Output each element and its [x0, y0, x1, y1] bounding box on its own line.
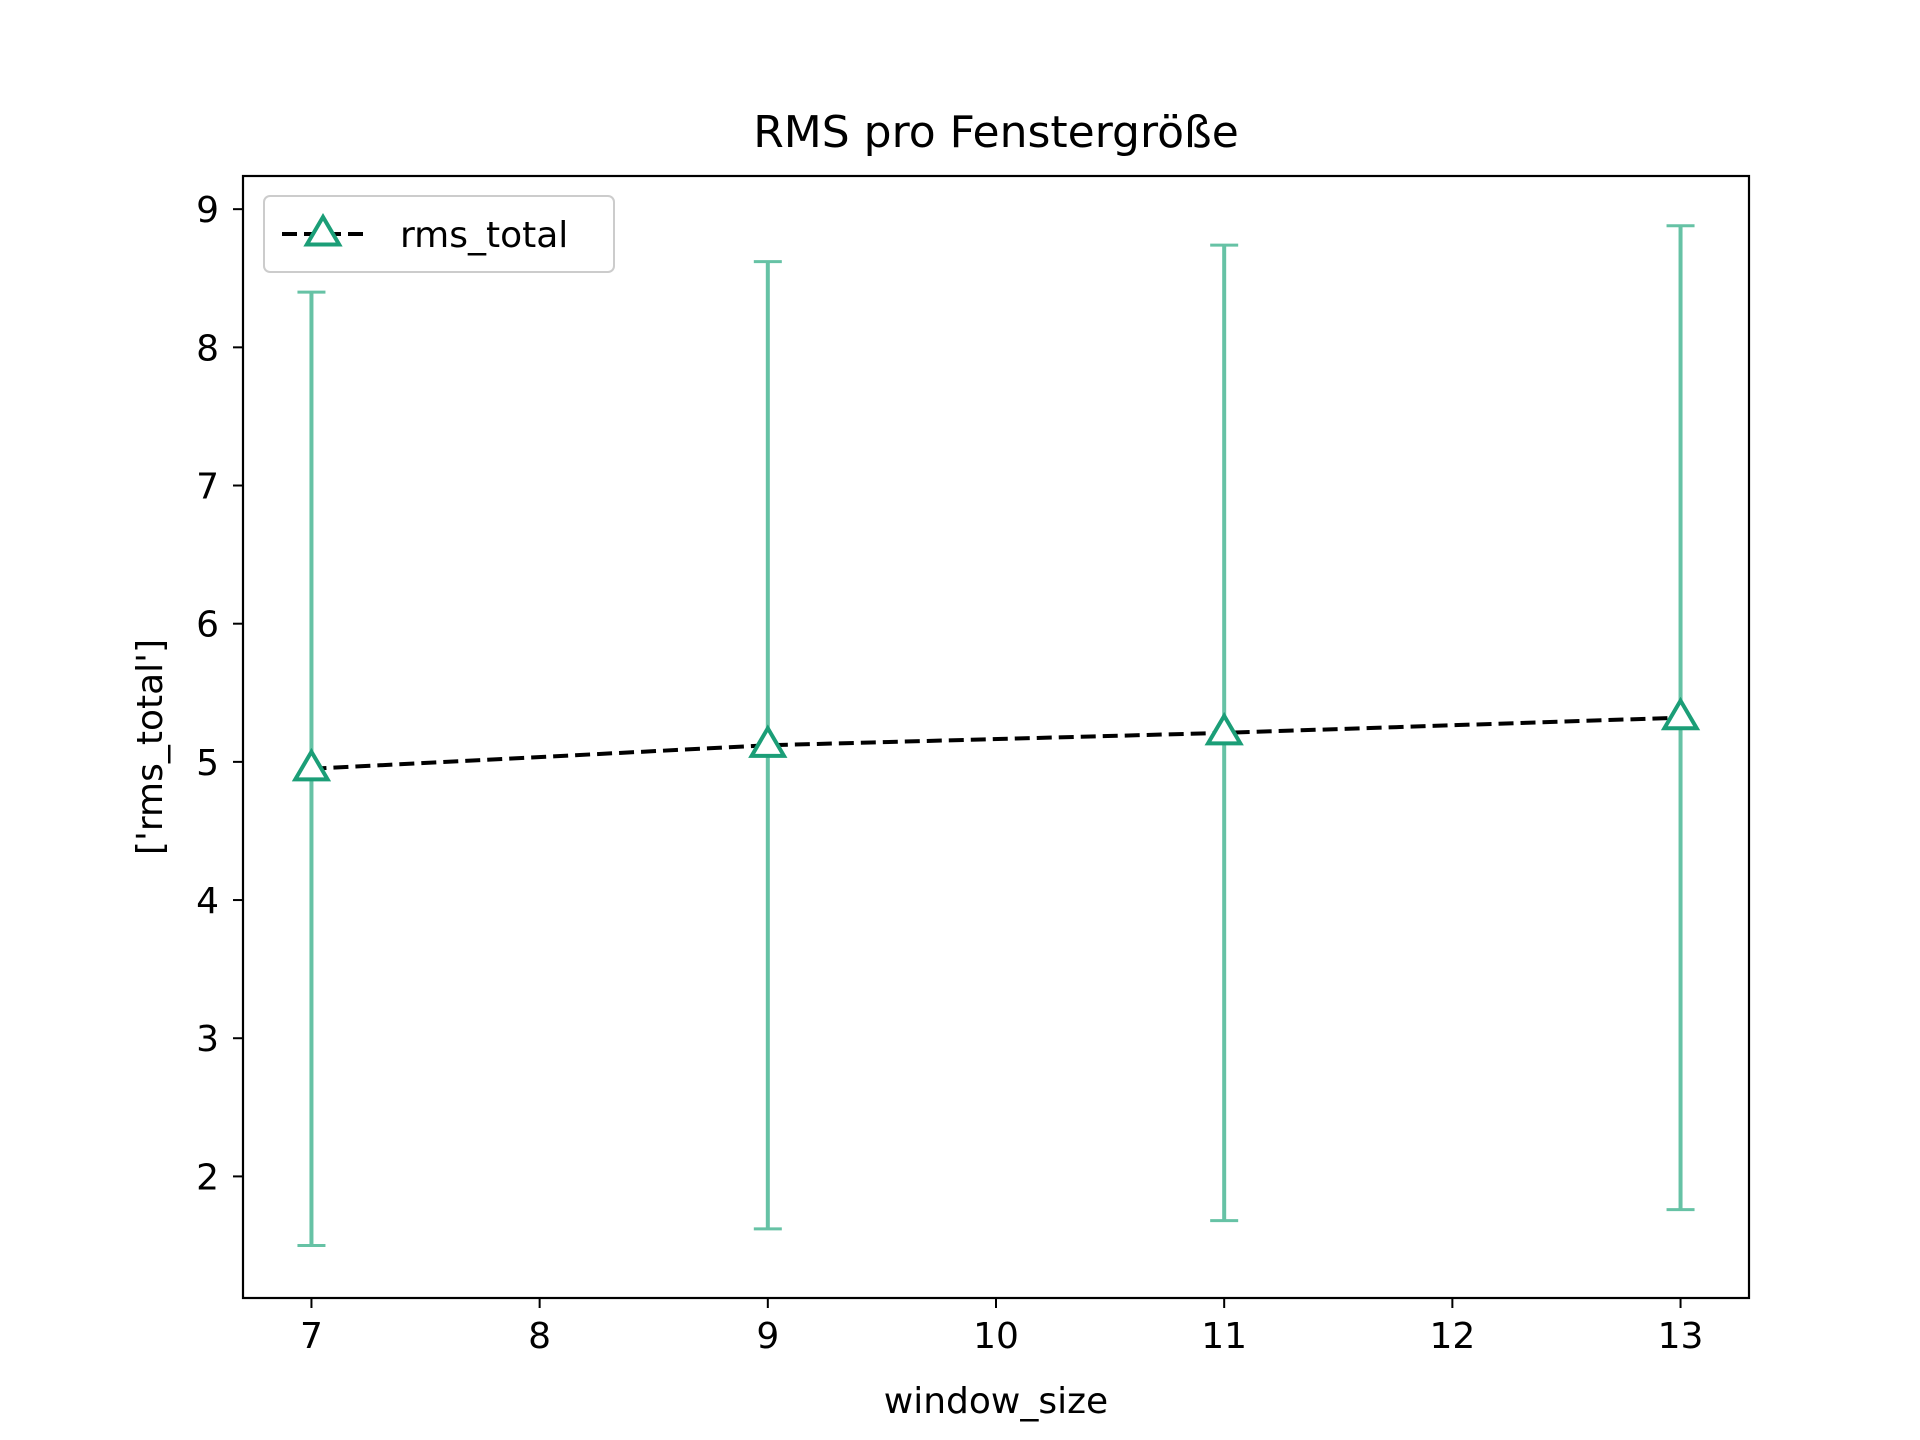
- data-point-marker: [1204, 711, 1244, 746]
- data-point-marker: [1660, 696, 1701, 731]
- data-point-marker: [748, 724, 788, 758]
- y-axis-label: ['rms_total']: [130, 639, 171, 855]
- x-tick-label: 8: [528, 1316, 551, 1357]
- x-tick-label: 12: [1429, 1316, 1475, 1357]
- x-axis-label: window_size: [884, 1381, 1108, 1422]
- y-tick-label: 7: [196, 467, 219, 508]
- x-tick-label: 11: [1201, 1316, 1247, 1357]
- plot-area: 7 8 9 10 11 12 13 2 3 4 5 6 7 8 9 rms_total: [196, 174, 1751, 1357]
- legend-marker-sample: [303, 213, 343, 247]
- y-tick-label: 6: [196, 605, 219, 646]
- x-tick-label: 9: [756, 1316, 779, 1357]
- data-point-marker: [291, 747, 332, 782]
- x-tick-label: 13: [1658, 1316, 1704, 1357]
- series-rms_total: [291, 224, 1701, 1247]
- series-line: [311, 715, 1681, 771]
- legend-label: rms_total: [400, 215, 568, 256]
- y-tick-label: 9: [196, 190, 219, 231]
- y-tick-label: 3: [196, 1019, 219, 1060]
- y-tick-label: 5: [196, 743, 219, 784]
- legend-box: [263, 195, 615, 273]
- y-tick-label: 4: [196, 881, 219, 922]
- y-tick-label: 2: [196, 1157, 219, 1198]
- y-tick-label: 8: [196, 328, 219, 369]
- x-tick-label: 10: [973, 1316, 1019, 1357]
- x-tick-label: 7: [300, 1316, 323, 1357]
- legend: rms_total: [263, 195, 615, 273]
- chart-title: RMS pro Fenstergröße: [753, 107, 1239, 158]
